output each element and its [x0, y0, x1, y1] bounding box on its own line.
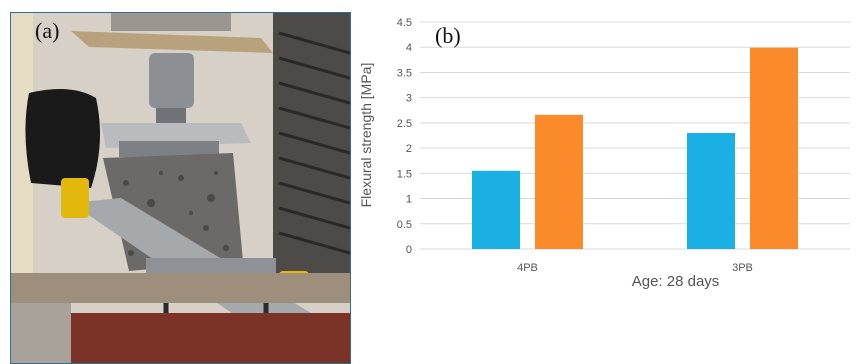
bar-4pb-series-1: [472, 170, 520, 249]
y-tick-label: 0: [406, 244, 412, 256]
panel-label-b: (b): [435, 23, 461, 48]
bar-chart-panel: 0 0.5 1 1.5 2 2.5 3 3.5 4 4.5 4PB 3PB (b) Flexural…: [355, 0, 856, 364]
category-labels: 4PB 3PB: [517, 262, 753, 274]
y-tick-label: 3: [406, 93, 412, 105]
y-tick-label: 3.5: [397, 67, 412, 79]
x-axis-label: Age: 28 days: [631, 273, 720, 290]
y-axis-label: Flexural strength [MPa]: [358, 62, 374, 208]
bars: [472, 47, 798, 249]
bar-3pb-series-1: [687, 132, 735, 249]
category-label-4pb: 4PB: [517, 262, 538, 274]
y-tick-label: 2.5: [397, 118, 412, 130]
bar-3pb-series-2: [750, 47, 798, 249]
y-tick-label: 1.5: [397, 168, 412, 180]
y-tick-label: 2: [406, 143, 412, 155]
test-rig-illustration: [11, 13, 350, 363]
y-tick-label: 4: [406, 42, 412, 54]
category-label-3pb: 3PB: [732, 262, 753, 274]
test-rig-photo: (a): [10, 12, 351, 364]
y-tick-labels: 0 0.5 1 1.5 2 2.5 3 3.5 4 4.5: [397, 17, 412, 256]
bar-4pb-series-2: [535, 114, 583, 249]
y-tick-label: 0.5: [397, 219, 412, 231]
bar-chart: 0 0.5 1 1.5 2 2.5 3 3.5 4 4.5 4PB 3PB: [397, 17, 850, 274]
y-tick-label: 4.5: [397, 17, 412, 29]
panel-label-a: (a): [35, 18, 60, 43]
y-tick-label: 1: [406, 194, 412, 206]
